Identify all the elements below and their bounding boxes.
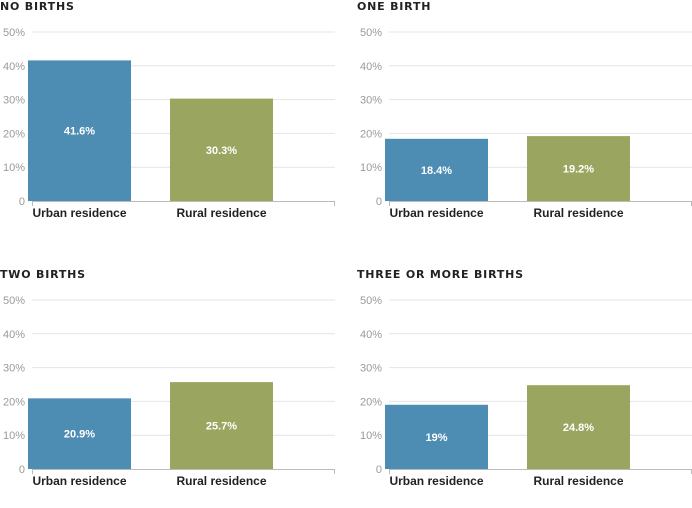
- y-tick-label: 20%: [360, 128, 382, 140]
- y-tick-label: 10%: [3, 430, 25, 442]
- bar-value-label: 19%: [425, 432, 447, 444]
- bar-chart: 0 10% 20% 30% 40% 50% 18.4% Urban residence 19.2…: [360, 27, 692, 220]
- category-label: Rural residence: [533, 206, 623, 220]
- y-tick-label: 20%: [3, 128, 25, 140]
- bar-rural: [527, 136, 630, 201]
- bar-value-label: 20.9%: [64, 429, 95, 441]
- panel-title: NO BIRTHS: [0, 0, 75, 13]
- y-tick-label: 0: [376, 464, 382, 476]
- bar-urban: [28, 60, 131, 201]
- bar-rural: [170, 98, 273, 201]
- bar-value-label: 41.6%: [64, 126, 95, 138]
- y-tick-label: 30%: [3, 95, 25, 107]
- y-tick-label: 50%: [360, 295, 382, 307]
- bar-rural: [527, 385, 630, 469]
- category-label: Urban residence: [32, 206, 126, 220]
- y-tick-label: 40%: [360, 329, 382, 341]
- y-tick-label: 0: [376, 196, 382, 208]
- y-tick-label: 30%: [3, 363, 25, 375]
- category-label: Urban residence: [389, 474, 483, 488]
- y-tick-label: 30%: [360, 95, 382, 107]
- panel-title: ONE BIRTH: [357, 0, 432, 13]
- panel-three-or-more-births: THREE OR MORE BIRTHS 0 10% 20% 30% 40% 50% 19%…: [357, 268, 692, 508]
- y-tick-label: 50%: [360, 27, 382, 39]
- bar-urban: [385, 138, 488, 201]
- bar-value-label: 24.8%: [563, 422, 594, 434]
- y-tick-label: 40%: [3, 329, 25, 341]
- y-tick-label: 0: [19, 196, 25, 208]
- bar-urban: [385, 404, 488, 469]
- bar-chart: 0 10% 20% 30% 40% 50% 41.6% Urban residence 30.3…: [3, 27, 335, 220]
- panel-one-birth: ONE BIRTH 0 10% 20% 30% 40% 50% 18.4% Urban res…: [357, 0, 692, 240]
- bar-rural: [170, 382, 273, 469]
- bar-value-label: 19.2%: [563, 164, 594, 176]
- bar-chart: 0 10% 20% 30% 40% 50% 19% Urban residence 24.8% R…: [360, 295, 692, 488]
- panel-no-births: NO BIRTHS 0 10% 20% 30% 40% 50% 41.6% Urban res…: [0, 0, 340, 240]
- y-tick-label: 10%: [360, 162, 382, 174]
- category-label: Urban residence: [32, 474, 126, 488]
- y-tick-label: 20%: [360, 396, 382, 408]
- bar-value-label: 30.3%: [206, 145, 237, 157]
- panel-two-births: TWO BIRTHS 0 10% 20% 30% 40% 50% 20.9% Urban re…: [0, 268, 340, 508]
- y-tick-label: 10%: [3, 162, 25, 174]
- panel-title: TWO BIRTHS: [0, 268, 86, 281]
- panel-title: THREE OR MORE BIRTHS: [357, 268, 524, 281]
- bar-value-label: 25.7%: [206, 421, 237, 433]
- y-tick-label: 50%: [3, 27, 25, 39]
- chart-grid: NO BIRTHS 0 10% 20% 30% 40% 50% 41.6% Urban res…: [0, 0, 692, 488]
- y-tick-label: 10%: [360, 430, 382, 442]
- bar-chart: 0 10% 20% 30% 40% 50% 20.9% Urban residence 25.7…: [3, 295, 335, 488]
- category-label: Urban residence: [389, 206, 483, 220]
- y-tick-label: 0: [19, 464, 25, 476]
- category-label: Rural residence: [533, 474, 623, 488]
- y-tick-label: 50%: [3, 295, 25, 307]
- category-label: Rural residence: [176, 206, 266, 220]
- y-tick-label: 40%: [3, 61, 25, 73]
- bar-value-label: 18.4%: [421, 165, 452, 177]
- y-tick-label: 20%: [3, 396, 25, 408]
- category-label: Rural residence: [176, 474, 266, 488]
- y-tick-label: 40%: [360, 61, 382, 73]
- bar-urban: [28, 398, 131, 469]
- y-tick-label: 30%: [360, 363, 382, 375]
